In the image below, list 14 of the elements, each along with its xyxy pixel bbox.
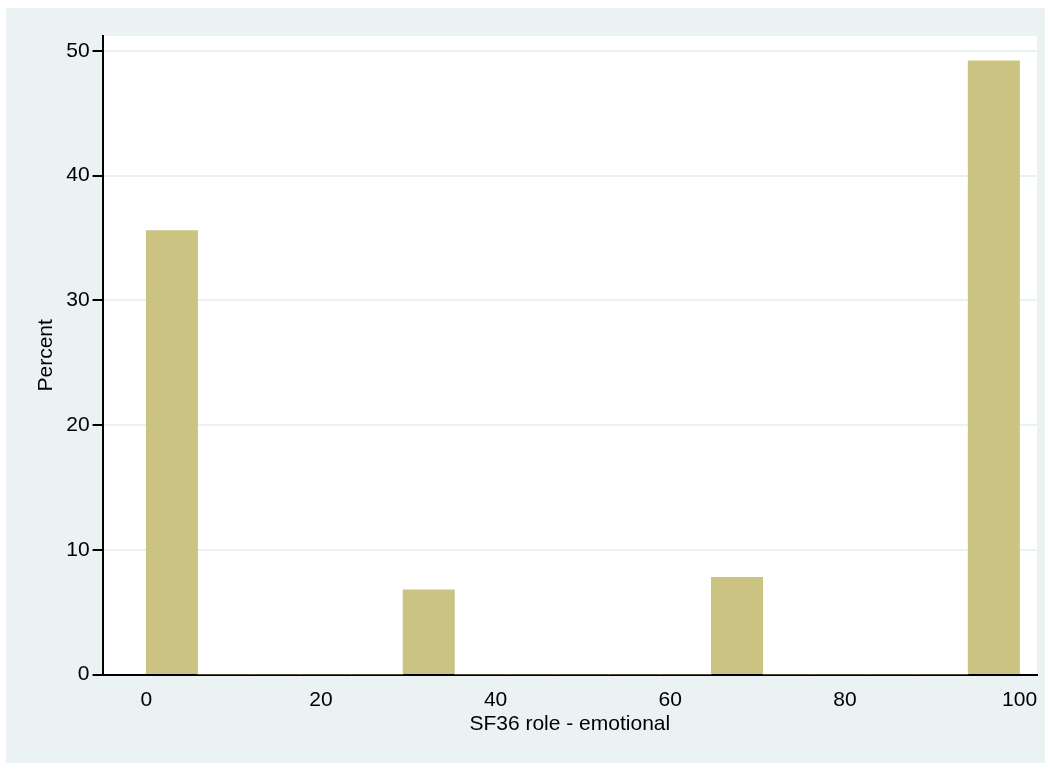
y-axis-title: Percent: [33, 318, 57, 392]
x-tick-label: 0: [140, 687, 153, 710]
x-tick-label: 100: [1002, 687, 1038, 710]
x-tick-label: 40: [483, 687, 508, 710]
y-tick-label: 20: [66, 411, 90, 435]
x-tick-label: 20: [309, 687, 333, 710]
y-tick-label: 0: [77, 661, 90, 685]
y-tick-label: 30: [66, 287, 90, 311]
x-axis-title: SF36 role - emotional: [469, 711, 671, 735]
x-tick-label: 60: [658, 687, 682, 710]
y-tick-label: 50: [66, 37, 90, 61]
y-tick-label: 40: [66, 162, 90, 186]
y-tick-label: 10: [66, 536, 90, 560]
x-tick-label: 80: [833, 687, 857, 710]
